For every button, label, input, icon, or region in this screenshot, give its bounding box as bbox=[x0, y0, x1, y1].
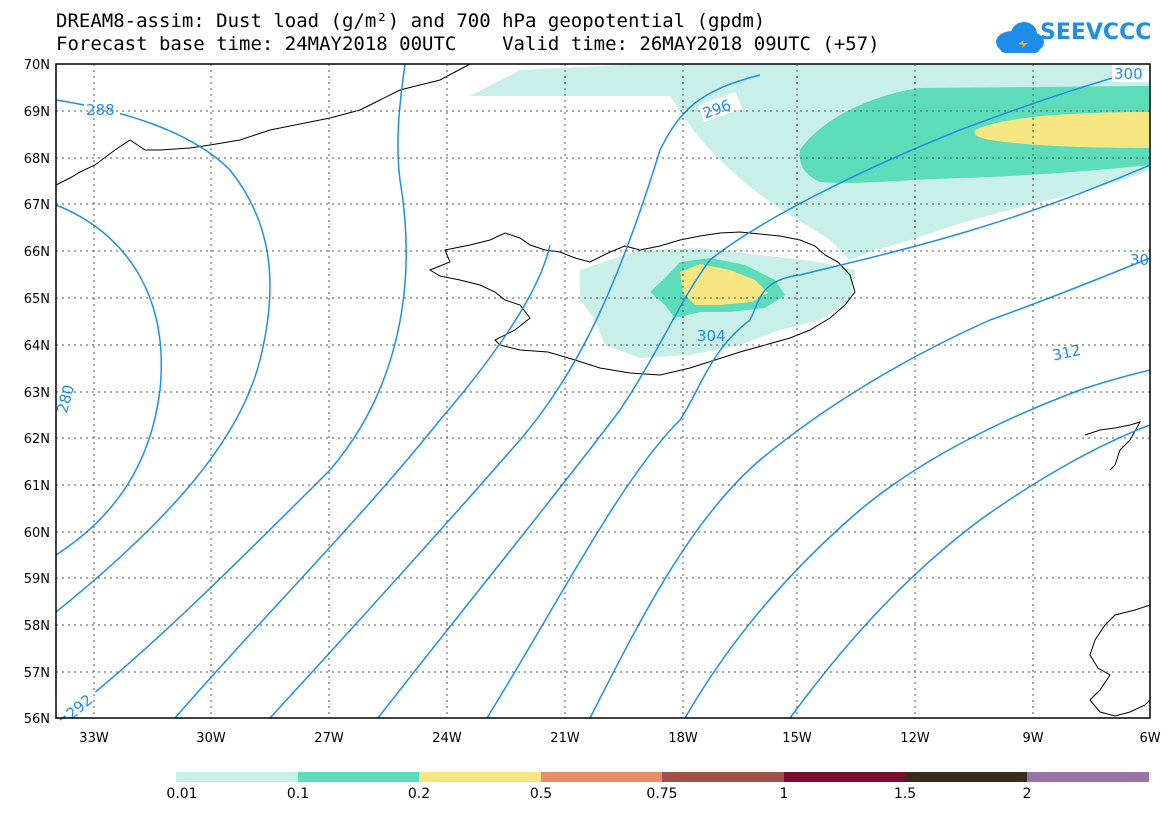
map-title-line2: Forecast base time: 24MAY2018 00UTC Vali… bbox=[56, 33, 880, 55]
lon-label: 9W bbox=[1022, 731, 1043, 746]
lat-label: 59N bbox=[24, 572, 50, 587]
colorbar-segment bbox=[176, 772, 298, 782]
contour-300 bbox=[377, 67, 1151, 719]
colorbar-segment bbox=[419, 772, 541, 782]
dust-shading bbox=[470, 64, 1150, 358]
contour-316 bbox=[789, 424, 1151, 719]
scotland-coast bbox=[1089, 604, 1151, 717]
contour-292 bbox=[59, 63, 407, 721]
dust-area-level3-iceland bbox=[680, 264, 768, 305]
lat-label: 63N bbox=[24, 386, 50, 401]
logo-text: SEEVCCC bbox=[1040, 20, 1152, 45]
colorbar-segment bbox=[905, 772, 1027, 782]
cloud-icon bbox=[996, 22, 1044, 53]
contour-312 bbox=[684, 369, 1151, 719]
lat-label: 60N bbox=[24, 526, 50, 541]
colorbar-segment bbox=[541, 772, 662, 782]
colorbar-segment bbox=[298, 772, 419, 782]
lon-label: 33W bbox=[79, 731, 109, 746]
colorbar-segment bbox=[784, 772, 905, 782]
lon-label: 6W bbox=[1139, 731, 1160, 746]
contour-296 bbox=[269, 74, 761, 719]
contour-label-304: 304 bbox=[697, 327, 726, 345]
greenland-coast bbox=[55, 63, 471, 186]
colorbar-label: 0.75 bbox=[646, 786, 678, 802]
lat-label: 70N bbox=[24, 58, 50, 73]
lat-label: 68N bbox=[24, 152, 50, 167]
contour-304 bbox=[486, 164, 1151, 719]
geopotential-contours bbox=[55, 63, 1151, 721]
lat-label: 58N bbox=[24, 619, 50, 634]
map-frame bbox=[55, 63, 1151, 719]
colorbar-label: 0.5 bbox=[529, 786, 553, 802]
lon-label: 27W bbox=[314, 731, 344, 746]
dust-area-level2-north bbox=[799, 86, 1150, 183]
lat-label: 69N bbox=[24, 105, 50, 120]
contour-label-30: 30 bbox=[1130, 251, 1149, 269]
lon-label: 18W bbox=[668, 731, 698, 746]
colorbar-label: 0.1 bbox=[286, 786, 310, 802]
lon-label: 24W bbox=[432, 731, 462, 746]
graticule bbox=[56, 64, 1150, 718]
lat-label: 64N bbox=[24, 339, 50, 354]
faroe-shetland-coast bbox=[1084, 421, 1142, 471]
contour-308 bbox=[589, 257, 1151, 719]
colorbar-label: 0.01 bbox=[166, 786, 198, 802]
contour-label-312: 312 bbox=[1051, 341, 1083, 365]
colorbar-label: 1.5 bbox=[893, 786, 917, 802]
lon-label: 15W bbox=[782, 731, 812, 746]
longitude-labels: 33W 30W 27W 24W 21W 18W 15W 12W 9W 6W bbox=[79, 731, 1160, 746]
contour-280 bbox=[55, 204, 162, 556]
seevccc-logo bbox=[996, 22, 1044, 53]
lat-label: 61N bbox=[24, 479, 50, 494]
lon-label: 21W bbox=[550, 731, 580, 746]
contour-label-300: 300 bbox=[1114, 65, 1143, 83]
map-title-line1: DREAM8-assim: Dust load (g/m²) and 700 h… bbox=[56, 10, 766, 32]
lat-label: 57N bbox=[24, 666, 50, 681]
colorbar-label: 0.2 bbox=[407, 786, 431, 802]
contour-288 bbox=[55, 99, 271, 613]
colorbar-segment bbox=[662, 772, 784, 782]
colorbar-label: 2 bbox=[1022, 786, 1032, 802]
lat-label: 56N bbox=[24, 712, 50, 727]
colorbar-segment bbox=[1027, 772, 1149, 782]
lat-label: 62N bbox=[24, 432, 50, 447]
contour-label-280: 280 bbox=[53, 383, 78, 415]
dust-area-level3-north bbox=[974, 112, 1150, 148]
contour-label-288: 288 bbox=[86, 101, 115, 119]
contour-a bbox=[174, 244, 551, 719]
latitude-labels: 70N 69N 68N 67N 66N 65N 64N 63N 62N 61N … bbox=[24, 58, 50, 727]
lat-label: 67N bbox=[24, 198, 50, 213]
lat-label: 65N bbox=[24, 292, 50, 307]
colorbar-label: 1 bbox=[779, 786, 789, 802]
lat-label: 66N bbox=[24, 245, 50, 260]
lon-label: 12W bbox=[900, 731, 930, 746]
lon-label: 30W bbox=[196, 731, 226, 746]
